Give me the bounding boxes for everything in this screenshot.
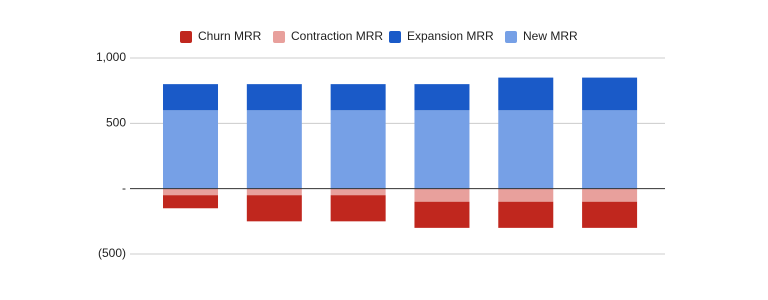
bar-segment bbox=[330, 188, 386, 196]
bar-segment bbox=[330, 110, 386, 189]
legend-swatch bbox=[505, 31, 517, 43]
bar-segment bbox=[330, 84, 386, 111]
y-tick-label: - bbox=[122, 181, 126, 195]
legend-swatch bbox=[389, 31, 401, 43]
legend-label: Expansion MRR bbox=[407, 29, 494, 43]
bar-segment bbox=[582, 188, 638, 202]
bar-segment bbox=[163, 110, 219, 189]
bar-segment bbox=[498, 201, 554, 228]
bar-segment bbox=[163, 84, 219, 111]
bar-segment bbox=[246, 195, 302, 222]
bar-segment bbox=[498, 188, 554, 202]
bar-segment bbox=[330, 195, 386, 222]
bar-segment bbox=[246, 84, 302, 111]
bar-segment bbox=[582, 110, 638, 189]
legend-label: Churn MRR bbox=[198, 29, 262, 43]
bar-segment bbox=[163, 188, 219, 196]
legend-label: Contraction MRR bbox=[291, 29, 383, 43]
bar-segment bbox=[414, 84, 470, 111]
bar-segment bbox=[582, 77, 638, 111]
y-tick-label: 1,000 bbox=[96, 50, 126, 64]
bar-segment bbox=[414, 201, 470, 228]
legend-swatch bbox=[180, 31, 192, 43]
bar-segment bbox=[414, 188, 470, 202]
y-tick-label: 500 bbox=[106, 116, 126, 130]
legend-label: New MRR bbox=[523, 29, 578, 43]
bar-segment bbox=[246, 110, 302, 189]
bar-segment bbox=[582, 201, 638, 228]
bar-segment bbox=[414, 110, 470, 189]
y-tick-label: (500) bbox=[98, 246, 126, 260]
bar-segment bbox=[498, 110, 554, 189]
legend-swatch bbox=[273, 31, 285, 43]
bar-segment bbox=[498, 77, 554, 111]
bar-segment bbox=[246, 188, 302, 196]
bar-segment bbox=[163, 195, 219, 209]
